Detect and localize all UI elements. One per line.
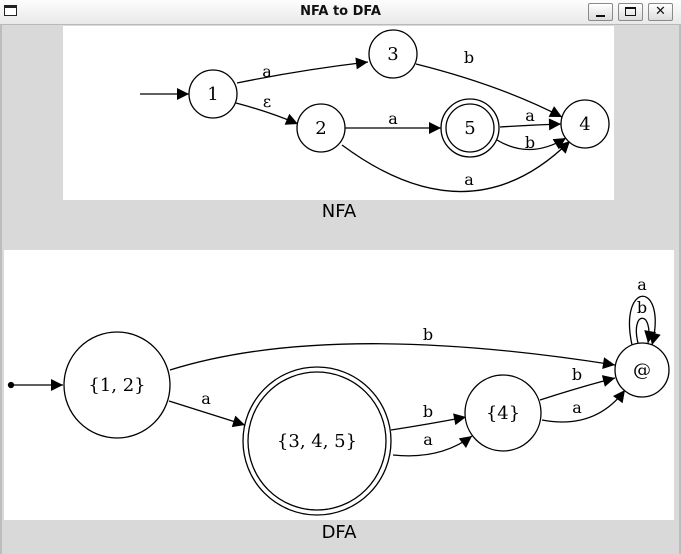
- dfa-state-labels: {1, 2} {3, 4, 5} {4} @: [88, 360, 651, 452]
- dfa-state-label-4: {4}: [486, 403, 520, 424]
- dfa-label-345-4-a: a: [423, 430, 433, 449]
- dfa-graph: [7, 295, 661, 457]
- nfa-state-1: [188, 69, 238, 119]
- dfa-state-12: [63, 331, 171, 439]
- dfa-caption: DFA: [321, 522, 357, 543]
- dfa-states: [63, 331, 670, 516]
- dfa-label-12-345: a: [201, 389, 211, 408]
- nfa-state-5-inner: [445, 103, 495, 153]
- dfa-edge-4-at-a: [541, 389, 626, 423]
- dfa-state-at: [614, 342, 670, 398]
- nfa-state-label-1: 1: [207, 84, 218, 105]
- dfa-state-label-at: @: [633, 360, 651, 381]
- nfa-label-1-2: ε: [263, 92, 271, 111]
- nfa-state-3: [368, 29, 418, 79]
- nfa-label-1-3: a: [262, 62, 272, 81]
- nfa-caption: NFA: [321, 201, 357, 222]
- dfa-state-label-12: {1, 2}: [88, 375, 145, 396]
- nfa-states: [188, 29, 610, 158]
- title-bar: NFA to DFA ✕: [0, 0, 681, 25]
- close-button[interactable]: ✕: [648, 3, 673, 21]
- nfa-label-5-4-b: b: [525, 133, 535, 152]
- minimize-icon: [596, 15, 605, 17]
- dfa-state-4: [464, 374, 542, 452]
- dfa-state-label-345: {3, 4, 5}: [277, 431, 357, 452]
- nfa-edge-5-4-a: [499, 118, 562, 131]
- nfa-graph: [140, 57, 571, 193]
- nfa-label-5-4-a: a: [525, 106, 535, 125]
- dfa-label-12-at: b: [423, 325, 433, 344]
- nfa-edge-3-4: [415, 63, 563, 118]
- dfa-edge-12-345: [168, 400, 246, 428]
- window-title: NFA to DFA: [300, 4, 381, 19]
- nfa-state-labels: 1 2 3 4 5: [207, 44, 590, 139]
- window-frame: [0, 25, 681, 554]
- dfa-edge-345-4-a: [392, 435, 473, 457]
- dfa-label-loop-a: a: [637, 275, 647, 294]
- close-icon: ✕: [655, 4, 666, 19]
- nfa-state-label-3: 3: [387, 44, 398, 65]
- window-icon: [4, 5, 17, 16]
- dfa-label-4-at-b: b: [572, 365, 582, 384]
- nfa-edge-1-3: [236, 57, 369, 84]
- dfa-label-345-4-b: b: [423, 402, 433, 421]
- maximize-button[interactable]: [618, 3, 643, 21]
- dfa-edge-at-loop-a: [628, 295, 661, 346]
- nfa-edge-labels: a ε b a a b a: [262, 48, 535, 189]
- dfa-edge-labels: b a b a b a a b: [201, 275, 647, 449]
- dfa-label-4-at-a: a: [572, 398, 582, 417]
- nfa-label-2-5: a: [388, 109, 398, 128]
- dfa-edge-12-at: [169, 343, 616, 371]
- dfa-state-345-inner: [247, 371, 387, 511]
- dfa-edge-345-4-b: [390, 413, 467, 431]
- dfa-edge-4-at-b: [539, 375, 616, 401]
- nfa-edge-2-4: [341, 140, 571, 193]
- nfa-state-label-2: 2: [315, 118, 326, 139]
- minimize-button[interactable]: [588, 3, 613, 21]
- nfa-state-label-5: 5: [464, 118, 475, 139]
- nfa-state-2: [296, 103, 346, 153]
- nfa-label-3-4: b: [464, 48, 474, 67]
- nfa-edge-1-2: [235, 102, 299, 125]
- nfa-label-2-4: a: [464, 170, 474, 189]
- maximize-icon: [625, 7, 636, 16]
- nfa-state-4: [560, 99, 610, 149]
- nfa-state-label-4: 4: [579, 114, 590, 135]
- dfa-label-loop-b: b: [637, 298, 647, 317]
- dfa-edge-at-loop-b: [635, 317, 657, 344]
